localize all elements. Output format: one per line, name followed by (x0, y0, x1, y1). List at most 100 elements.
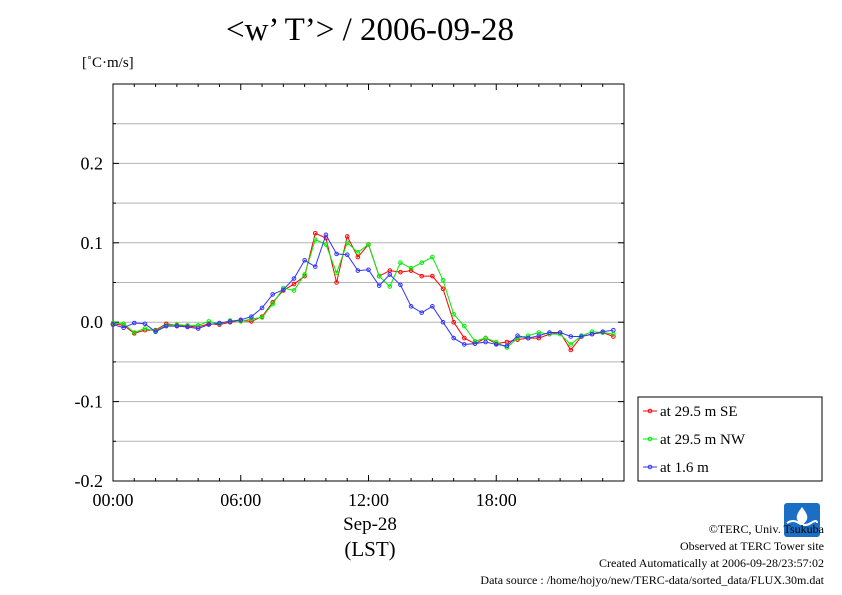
data-point (366, 267, 371, 273)
data-point (323, 242, 329, 247)
data-point (483, 339, 488, 345)
series-line (112, 238, 614, 349)
data-point (163, 323, 169, 329)
legend-label: at 29.5 m SE (660, 404, 738, 420)
data-point (291, 288, 297, 293)
y-axis-unit-label: [˚C·m/s] (82, 55, 134, 71)
x-tick-label: 00:00 (92, 490, 133, 510)
footer-copyright: ©TERC, Univ. Tsukuba (708, 522, 824, 536)
data-point (302, 272, 307, 277)
data-point (493, 339, 499, 345)
data-point (142, 321, 148, 327)
data-point (611, 327, 616, 333)
data-point (387, 272, 393, 277)
data-point (430, 273, 435, 279)
data-point (238, 317, 244, 323)
data-point (440, 286, 446, 292)
data-point (568, 342, 574, 347)
data-point (334, 280, 339, 285)
data-point (589, 329, 595, 335)
data-point (344, 234, 350, 239)
data-point (121, 325, 126, 331)
data-point (398, 282, 403, 288)
y-tick-label: -0.2 (75, 471, 104, 491)
y-tick-label: 0.2 (81, 153, 104, 173)
legend: at 29.5 m SE at 29.5 m NW at 1.6 m (637, 396, 823, 482)
data-point (419, 310, 425, 315)
y-tick-label: -0.1 (75, 392, 104, 412)
x-tick-label: 06:00 (220, 490, 261, 510)
data-point (185, 324, 190, 330)
data-point (515, 333, 520, 338)
data-point (270, 301, 275, 307)
data-point (270, 292, 275, 297)
y-tick-label: 0.1 (81, 233, 104, 253)
data-point (568, 347, 574, 353)
data-point (547, 330, 552, 335)
data-point (249, 319, 254, 324)
data-point (142, 326, 148, 331)
grid-lines (113, 123, 624, 442)
footer-created: Created Automatically at 2006-09-28/23:5… (599, 556, 824, 570)
data-point (579, 334, 584, 339)
data-point (408, 304, 414, 309)
data-point (440, 277, 446, 283)
data-point (472, 341, 478, 346)
data-point (174, 323, 180, 329)
data-point (312, 264, 318, 269)
data-point (557, 330, 563, 335)
data-point (355, 268, 361, 273)
data-point (568, 334, 574, 339)
data-point (398, 269, 403, 275)
data-point (589, 331, 595, 337)
data-point (259, 315, 265, 320)
data-point (611, 334, 616, 339)
legend-swatch-point (647, 464, 653, 470)
data-point (355, 250, 361, 255)
data-point (408, 268, 414, 273)
data-point (462, 323, 467, 329)
data-point (110, 322, 116, 327)
data-point (600, 329, 606, 335)
data-point (536, 335, 542, 341)
y-tick-label: 0.0 (81, 312, 104, 332)
data-point (525, 333, 531, 338)
data-point (398, 260, 403, 265)
data-point (536, 333, 542, 338)
data-point (249, 316, 254, 322)
data-point (493, 342, 499, 347)
legend-swatch-point (647, 436, 653, 442)
data-point (462, 342, 467, 347)
data-point (334, 251, 339, 257)
data-point (451, 311, 456, 317)
data-point (227, 319, 233, 324)
footer-data-source: Data source : /home/hojyo/new/TERC-data/… (480, 573, 824, 587)
x-axis-timezone-label: (LST) (344, 537, 396, 561)
data-point (312, 230, 318, 236)
data-point (504, 343, 510, 349)
data-point (344, 240, 350, 246)
legend-swatch-point (647, 408, 653, 414)
series-2 (110, 237, 616, 350)
data-point (206, 322, 212, 327)
data-point (440, 319, 446, 325)
axis-ticks: -0.2 -0.1 0.0 0.1 0.2 00:00 06:00 12:00 18:00 (75, 83, 625, 510)
data-point (376, 283, 382, 288)
data-point (408, 265, 414, 271)
data-point (259, 305, 265, 311)
data-point (451, 335, 456, 341)
data-point (344, 252, 350, 258)
data-point (195, 326, 201, 331)
data-point (419, 273, 425, 279)
series-line (112, 233, 614, 347)
legend-box (637, 396, 823, 482)
series-layer (110, 230, 616, 353)
data-point (302, 257, 307, 263)
footer-site: Observed at TERC Tower site (679, 539, 824, 553)
data-point (334, 270, 339, 276)
chart-title: <w’ T’> / 2006-09-28 (225, 12, 515, 48)
data-point (291, 281, 297, 287)
data-point (249, 314, 254, 319)
terc-logo-icon (784, 503, 820, 537)
x-tick-label: 18:00 (476, 490, 517, 510)
